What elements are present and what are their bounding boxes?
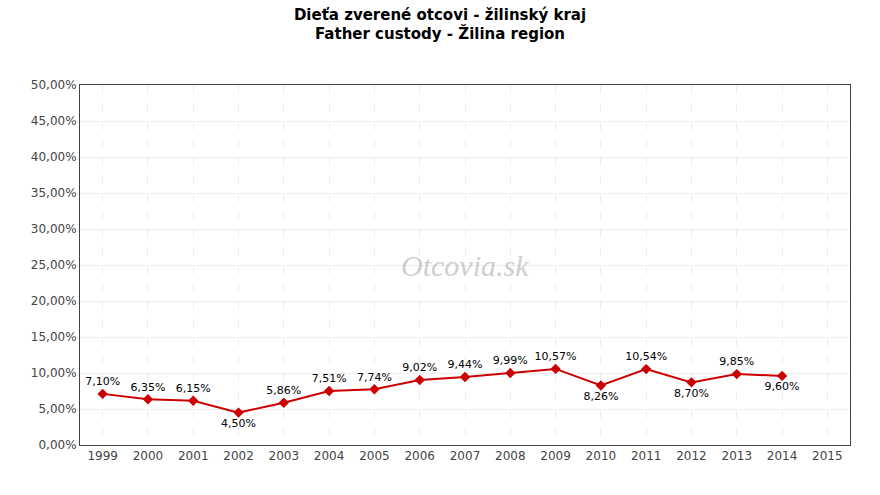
svg-text:2010: 2010 <box>586 449 617 463</box>
svg-text:2006: 2006 <box>404 449 435 463</box>
svg-text:20,00%: 20,00% <box>31 294 77 308</box>
svg-text:9,44%: 9,44% <box>448 358 483 371</box>
svg-text:6,15%: 6,15% <box>176 382 211 395</box>
svg-text:9,85%: 9,85% <box>719 355 754 368</box>
svg-text:2011: 2011 <box>631 449 662 463</box>
svg-text:25,00%: 25,00% <box>31 258 77 272</box>
svg-text:2003: 2003 <box>269 449 300 463</box>
svg-text:7,74%: 7,74% <box>357 371 392 384</box>
svg-text:8,26%: 8,26% <box>583 390 618 403</box>
svg-text:50,00%: 50,00% <box>31 78 77 92</box>
svg-text:2013: 2013 <box>721 449 752 463</box>
svg-text:Otcovia.sk: Otcovia.sk <box>401 249 529 282</box>
svg-text:4,50%: 4,50% <box>221 417 256 430</box>
svg-text:10,57%: 10,57% <box>535 350 577 363</box>
svg-text:45,00%: 45,00% <box>31 114 77 128</box>
svg-text:8,70%: 8,70% <box>674 387 709 400</box>
svg-text:15,00%: 15,00% <box>31 330 77 344</box>
svg-text:7,10%: 7,10% <box>85 375 120 388</box>
svg-text:6,35%: 6,35% <box>130 381 165 394</box>
svg-text:2012: 2012 <box>676 449 707 463</box>
svg-text:40,00%: 40,00% <box>31 150 77 164</box>
svg-text:1999: 1999 <box>87 449 118 463</box>
svg-text:2005: 2005 <box>359 449 390 463</box>
svg-text:2007: 2007 <box>450 449 481 463</box>
svg-text:9,60%: 9,60% <box>765 380 800 393</box>
svg-text:5,86%: 5,86% <box>266 384 301 397</box>
svg-text:2008: 2008 <box>495 449 526 463</box>
svg-text:10,54%: 10,54% <box>625 350 667 363</box>
svg-text:10,00%: 10,00% <box>31 366 77 380</box>
svg-text:2014: 2014 <box>767 449 798 463</box>
svg-text:2004: 2004 <box>314 449 345 463</box>
svg-text:2015: 2015 <box>812 449 843 463</box>
svg-text:2000: 2000 <box>133 449 164 463</box>
svg-text:30,00%: 30,00% <box>31 222 77 236</box>
svg-text:9,02%: 9,02% <box>402 361 437 374</box>
svg-text:Dieťa zverené otcovi - žilinsk: Dieťa zverené otcovi - žilinský krajFath… <box>294 6 586 44</box>
svg-text:2009: 2009 <box>540 449 571 463</box>
svg-text:0,00%: 0,00% <box>38 438 76 452</box>
svg-text:9,99%: 9,99% <box>493 354 528 367</box>
svg-text:2002: 2002 <box>223 449 254 463</box>
svg-text:5,00%: 5,00% <box>38 402 76 416</box>
svg-text:35,00%: 35,00% <box>31 186 77 200</box>
svg-text:2001: 2001 <box>178 449 209 463</box>
svg-text:7,51%: 7,51% <box>312 372 347 385</box>
